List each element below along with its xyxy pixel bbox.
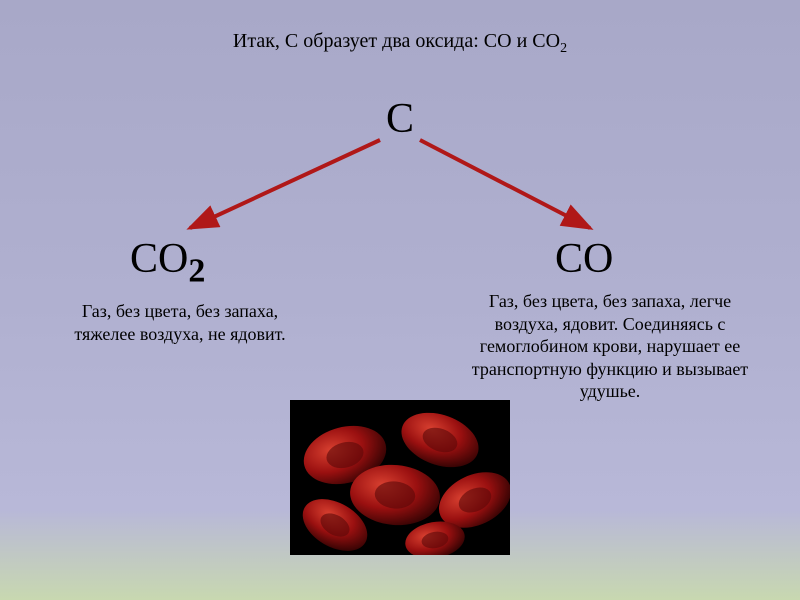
title-text: Итак, С образует два оксида: СО и СО bbox=[233, 30, 560, 52]
co-formula: CO bbox=[555, 235, 613, 283]
co2-formula: CO2 bbox=[130, 235, 205, 290]
blood-cells-image bbox=[290, 400, 510, 555]
arrow-right bbox=[420, 140, 590, 228]
arrow-left bbox=[190, 140, 380, 228]
co2-description: Газ, без цвета, без запаха, тяжелее возд… bbox=[50, 300, 310, 345]
blood-cells-svg bbox=[290, 400, 510, 555]
title-subscript: 2 bbox=[560, 41, 567, 56]
co2-sub: 2 bbox=[188, 252, 205, 289]
co2-main: CO bbox=[130, 236, 188, 282]
branch-arrows bbox=[0, 128, 800, 248]
co-description: Газ, без цвета, без запаха, легче воздух… bbox=[470, 290, 750, 403]
slide-title: Итак, С образует два оксида: СО и СО2 bbox=[0, 0, 800, 57]
